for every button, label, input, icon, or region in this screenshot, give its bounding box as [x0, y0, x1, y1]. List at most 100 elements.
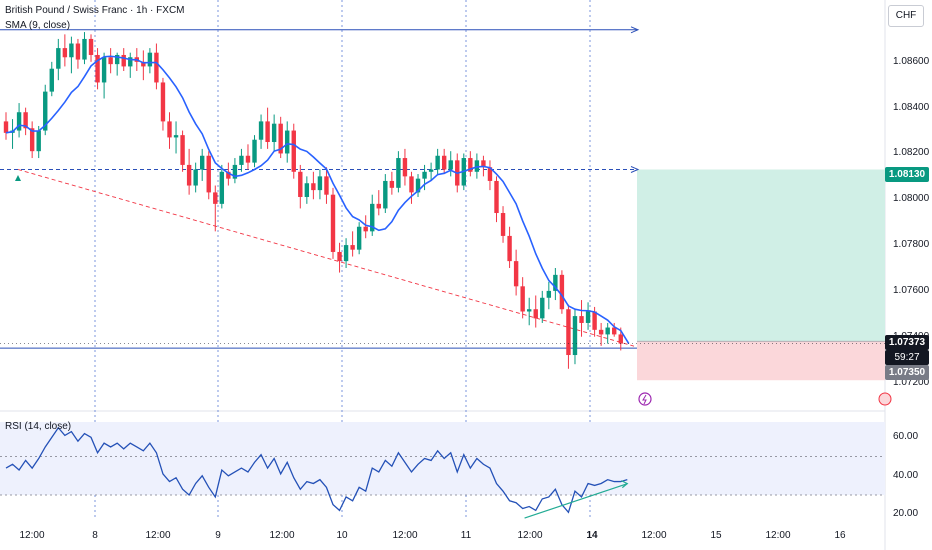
candle-body: [527, 309, 532, 312]
stop-price-tag: 1.07350: [885, 365, 929, 380]
rsi-legend: RSI (14, close): [5, 419, 71, 434]
candle-body: [356, 226, 362, 250]
candle-body: [167, 121, 172, 138]
rsi-line: [5, 426, 628, 514]
time-axis-tick: 14: [586, 530, 598, 541]
time-axis-tick: 11: [460, 530, 472, 541]
candle-body: [271, 123, 277, 143]
candle-body: [618, 334, 623, 344]
candle-body: [265, 121, 270, 143]
candle-body: [88, 38, 94, 55]
time-axis-tick: 15: [710, 530, 722, 541]
candle-body: [160, 82, 166, 122]
candle-body: [43, 91, 48, 131]
candle-body: [540, 297, 545, 319]
price-axis-tick: 1.08600: [893, 55, 930, 67]
currency-selector-button[interactable]: CHF: [888, 5, 924, 27]
candle-body: [304, 183, 310, 197]
current-price-tag: 1.07373: [885, 335, 929, 350]
candle-body: [69, 43, 74, 58]
candle-body: [507, 235, 512, 262]
candle-body: [193, 169, 198, 186]
candle-body: [311, 183, 316, 191]
candle-body: [95, 54, 100, 83]
candle-body: [226, 171, 231, 179]
candle-body: [324, 176, 329, 195]
rsi-upper-fill: [0, 422, 885, 457]
sma-legend-label: SMA (9, close): [5, 20, 71, 31]
price-axis-tick: 1.08000: [893, 193, 930, 205]
candle-body: [23, 112, 28, 129]
candle-body: [533, 309, 538, 319]
time-axis-tick: 12:00: [269, 530, 295, 541]
candle-body: [435, 155, 440, 170]
candle-body: [572, 316, 578, 356]
candle-body: [317, 176, 323, 191]
time-axis-tick: 16: [834, 530, 846, 541]
candle-body: [559, 274, 565, 310]
candle-body: [396, 158, 401, 188]
candle-body: [62, 48, 68, 58]
time-axis-tick: 10: [336, 530, 348, 541]
candle-body: [173, 135, 179, 138]
candle-body: [598, 329, 604, 335]
time-axis-tick: 9: [215, 530, 221, 541]
candle-body: [213, 192, 218, 204]
price-axis-tick: 1.07800: [893, 239, 930, 251]
candle-body: [128, 57, 133, 67]
candle-body: [114, 54, 120, 65]
candle-body: [36, 130, 41, 152]
chart-legend: British Pound / Swiss Franc · 1h · FXCM …: [5, 3, 185, 33]
candle-body: [520, 286, 525, 312]
time-axis-tick: 12:00: [145, 530, 171, 541]
candle-body: [108, 57, 113, 65]
candle-body: [350, 245, 355, 250]
candle-body: [298, 171, 303, 197]
candle-body: [409, 176, 414, 193]
candle-body: [566, 309, 571, 356]
candle-body: [474, 160, 480, 172]
candle-body: [121, 54, 126, 67]
candle-body: [75, 43, 81, 60]
risk-zone: [637, 341, 885, 381]
rsi-band-fill: [0, 456, 885, 496]
candle-body: [82, 38, 87, 60]
candle-body: [343, 245, 349, 262]
midline-arrow: [630, 166, 640, 173]
candle-body: [200, 155, 205, 170]
candle-body: [219, 171, 225, 204]
rsi-axis-tick: 20.00: [893, 508, 919, 520]
rsi-axis-tick: 40.00: [893, 469, 919, 481]
candle-body: [239, 155, 244, 165]
time-axis-tick: 8: [92, 530, 98, 541]
price-axis-tick: 1.08400: [893, 101, 930, 113]
candle-body: [612, 327, 617, 335]
candle-body: [494, 180, 499, 214]
alert-flash-icon: [638, 392, 652, 406]
candle-body: [513, 261, 519, 287]
candle-body: [468, 158, 473, 172]
candle-body: [3, 121, 9, 133]
candle-body: [441, 155, 447, 170]
candle-body: [141, 61, 146, 67]
time-axis-tick: 12:00: [765, 530, 791, 541]
time-axis-tick: 12:00: [517, 530, 543, 541]
candle-body: [592, 311, 597, 330]
candle-body: [428, 169, 434, 172]
candle-body: [553, 274, 558, 291]
candle-body: [402, 158, 408, 177]
price-axis-tick: 1.07200: [893, 376, 930, 388]
time-axis-tick: 12:00: [392, 530, 418, 541]
candle-body: [389, 180, 395, 188]
candle-body: [383, 180, 388, 209]
candle-body: [186, 164, 192, 186]
candle-body: [546, 290, 552, 298]
candle-body: [154, 52, 159, 83]
trend-line: [17, 169, 635, 347]
target-price-tag: 1.08130: [885, 167, 929, 182]
resistance-arrow: [630, 26, 640, 34]
rsi-legend-label: RSI (14, close): [5, 421, 72, 432]
candle-body: [605, 327, 610, 335]
